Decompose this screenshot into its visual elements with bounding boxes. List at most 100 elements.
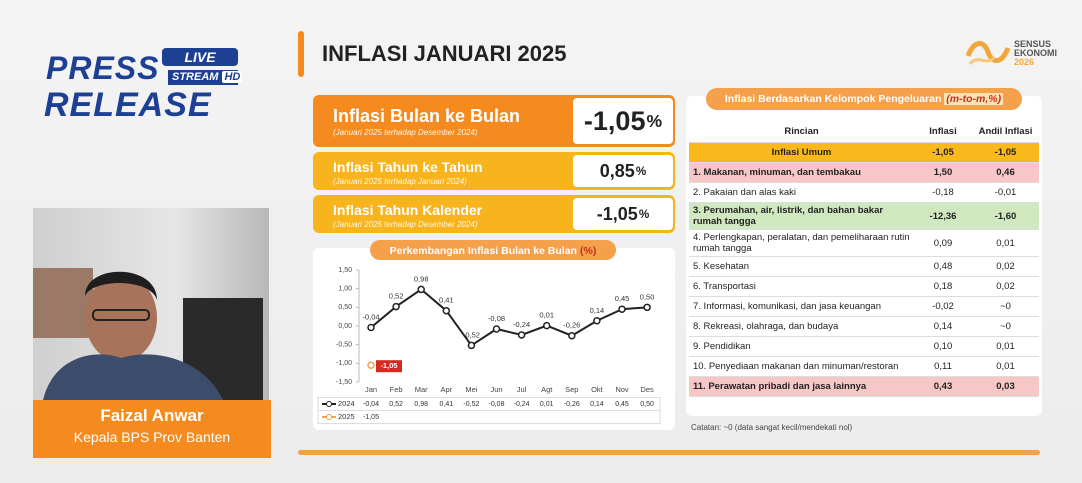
- presenter-role: Kepala BPS Prov Banten: [73, 429, 231, 445]
- card-subtitle: (Januari 2025 terhadap Januari 2024): [333, 177, 467, 186]
- x-tick-label: Nov: [615, 385, 629, 394]
- table-title: Inflasi Berdasarkan Kelompok Pengeluaran…: [706, 88, 1022, 110]
- sensus-year: 2026: [1014, 57, 1035, 67]
- logo-press: PRESS: [46, 50, 160, 86]
- legend-label: 2024: [338, 399, 355, 408]
- data-point: [618, 305, 626, 313]
- data-label: 0,52: [389, 292, 404, 301]
- row-inflasi: 0,10: [914, 336, 972, 357]
- data-point: [568, 331, 576, 340]
- chart-title-bg: [370, 240, 616, 260]
- table-row: [317, 410, 661, 424]
- row-label: 6. Transportasi: [689, 276, 914, 297]
- table-wrap: Rincian Inflasi Andil Inflasi Inflasi Umum -…: [689, 120, 1039, 397]
- name-banner: Faizal Anwar Kepala BPS Prov Banten: [33, 400, 271, 458]
- table-row: 10. Penyediaan makanan dan minuman/resto…: [689, 356, 1039, 377]
- table-value: 0,52: [389, 401, 403, 408]
- table-row: 11. Perawatan pribadi dan jasa lainnya 0,…: [689, 376, 1039, 397]
- row-inflasi: 0,11: [914, 356, 972, 377]
- card-value-box: -1,05%: [573, 198, 673, 230]
- data-label: -0,04: [362, 312, 379, 321]
- x-tick-label: Mei: [465, 385, 477, 394]
- card-value: -1,05: [596, 203, 638, 224]
- legend-marker: [326, 401, 332, 407]
- bottom-line: [298, 450, 1040, 455]
- data-label: -1,05: [380, 361, 397, 370]
- row-andil: ~0: [972, 316, 1039, 337]
- data-label: -0,26: [563, 321, 580, 330]
- row-label: 4. Perlengkapan, peralatan, dan pemeliha…: [689, 229, 914, 257]
- row-andil: 0,02: [972, 276, 1039, 297]
- x-tick-label: Agt: [541, 385, 553, 394]
- x-tick-label: Jul: [517, 385, 527, 394]
- row-label: 2. Pakaian dan alas kaki: [689, 182, 914, 203]
- table-value: 0,01: [540, 401, 554, 408]
- stat-card: Inflasi Tahun Kalender (Januari 2025 terh…: [313, 195, 675, 233]
- card-unit: %: [635, 164, 647, 178]
- data-label: 0,41: [439, 296, 454, 305]
- chart-panel: [313, 248, 675, 430]
- legend-label: 2025: [338, 412, 355, 421]
- row-label: Inflasi Umum: [689, 142, 914, 163]
- table-value: -0,26: [564, 401, 580, 408]
- row-label: 8. Rekreasi, olahraga, dan budaya: [689, 316, 914, 337]
- row-andil: -1,05: [972, 142, 1039, 163]
- presenter-name: Faizal Anwar: [100, 406, 204, 425]
- row-inflasi: 0,48: [914, 256, 972, 277]
- data-point: [643, 303, 651, 312]
- table-row: 7. Informasi, komunikasi, dan jasa keuan…: [689, 296, 1039, 317]
- table-title-unit: (m-to-m,%): [944, 93, 1004, 105]
- data-label: -0,52: [463, 330, 480, 339]
- table-value: 0,50: [640, 401, 654, 408]
- table-row: 8. Rekreasi, olahraga, dan budaya 0,14 ~0: [689, 316, 1039, 337]
- row-inflasi: -12,36: [914, 202, 972, 230]
- data-point: [367, 361, 375, 369]
- card-title: Inflasi Bulan ke Bulan: [333, 106, 521, 126]
- card-title: Inflasi Tahun Kalender: [333, 202, 483, 218]
- row-andil: ~0: [972, 296, 1039, 317]
- data-point: [492, 325, 501, 333]
- card-unit: %: [638, 207, 650, 221]
- data-point: [392, 302, 400, 311]
- row-andil: -0,01: [972, 182, 1039, 203]
- data-label: 0,98: [414, 274, 429, 283]
- column-header: Inflasi: [914, 120, 972, 143]
- card-value: -1,05: [583, 105, 646, 136]
- row-label: 5. Kesehatan: [689, 256, 914, 277]
- data-label: 0,14: [590, 306, 605, 315]
- row-inflasi: 0,18: [914, 276, 972, 297]
- card-title: Inflasi Tahun ke Tahun: [333, 159, 483, 175]
- data-point: [517, 331, 526, 339]
- row-inflasi: -0,18: [914, 182, 972, 203]
- x-tick-label: Sep: [565, 385, 578, 394]
- table-value: -1,05: [363, 414, 379, 421]
- row-label: 11. Perawatan pribadi dan jasa lainnya: [689, 376, 914, 397]
- card-subtitle: (Januari 2025 terhadap Desember 2024): [333, 128, 478, 137]
- title-accent: [298, 31, 304, 77]
- y-tick-label: -1,00: [336, 360, 352, 367]
- x-tick-label: Okt: [591, 385, 604, 394]
- x-tick-label: Feb: [390, 385, 403, 394]
- row-andil: 0,46: [972, 162, 1039, 183]
- series-line: [370, 288, 648, 347]
- card-value-box: 0,85%: [573, 155, 673, 187]
- row-andil: 0,01: [972, 356, 1039, 377]
- y-tick-label: -1,50: [336, 379, 352, 386]
- card-value: 0,85: [599, 160, 635, 181]
- row-andil: 0,03: [972, 376, 1039, 397]
- chart-title: Perkembangan Inflasi Bulan ke Bulan (%): [390, 245, 597, 257]
- y-tick-label: 0,00: [338, 323, 352, 330]
- x-tick-label: Jan: [365, 385, 377, 394]
- stat-card: Inflasi Tahun ke Tahun (Januari 2025 terh…: [313, 152, 675, 190]
- table-value: -0,08: [489, 401, 505, 408]
- column-header: Rincian: [689, 120, 914, 143]
- sensus-line: SENSUS: [1014, 39, 1052, 49]
- table-value: -0,04: [363, 401, 379, 408]
- card-value-box: -1,05%: [573, 98, 673, 144]
- data-point: [367, 323, 375, 332]
- table-row: 6. Transportasi 0,18 0,02: [689, 276, 1039, 297]
- y-tick-label: 1,00: [338, 286, 352, 293]
- row-inflasi: 0,43: [914, 376, 972, 397]
